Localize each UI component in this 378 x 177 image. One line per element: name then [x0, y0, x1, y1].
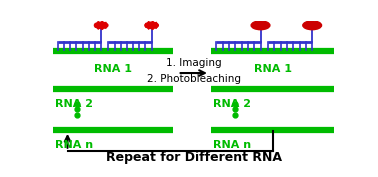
- Text: RNA 2: RNA 2: [54, 99, 93, 109]
- Text: RNA 2: RNA 2: [213, 99, 251, 109]
- Circle shape: [303, 21, 322, 30]
- Circle shape: [94, 22, 108, 28]
- Circle shape: [251, 21, 270, 30]
- Text: RNA 1: RNA 1: [94, 64, 132, 74]
- Text: RNA n: RNA n: [54, 140, 93, 150]
- Text: Repeat for Different RNA: Repeat for Different RNA: [106, 151, 282, 164]
- Text: RNA 1: RNA 1: [254, 64, 292, 74]
- Circle shape: [145, 22, 158, 28]
- Text: RNA n: RNA n: [213, 140, 251, 150]
- Text: 1. Imaging: 1. Imaging: [166, 58, 222, 68]
- Text: 2. Photobleaching: 2. Photobleaching: [147, 74, 241, 84]
